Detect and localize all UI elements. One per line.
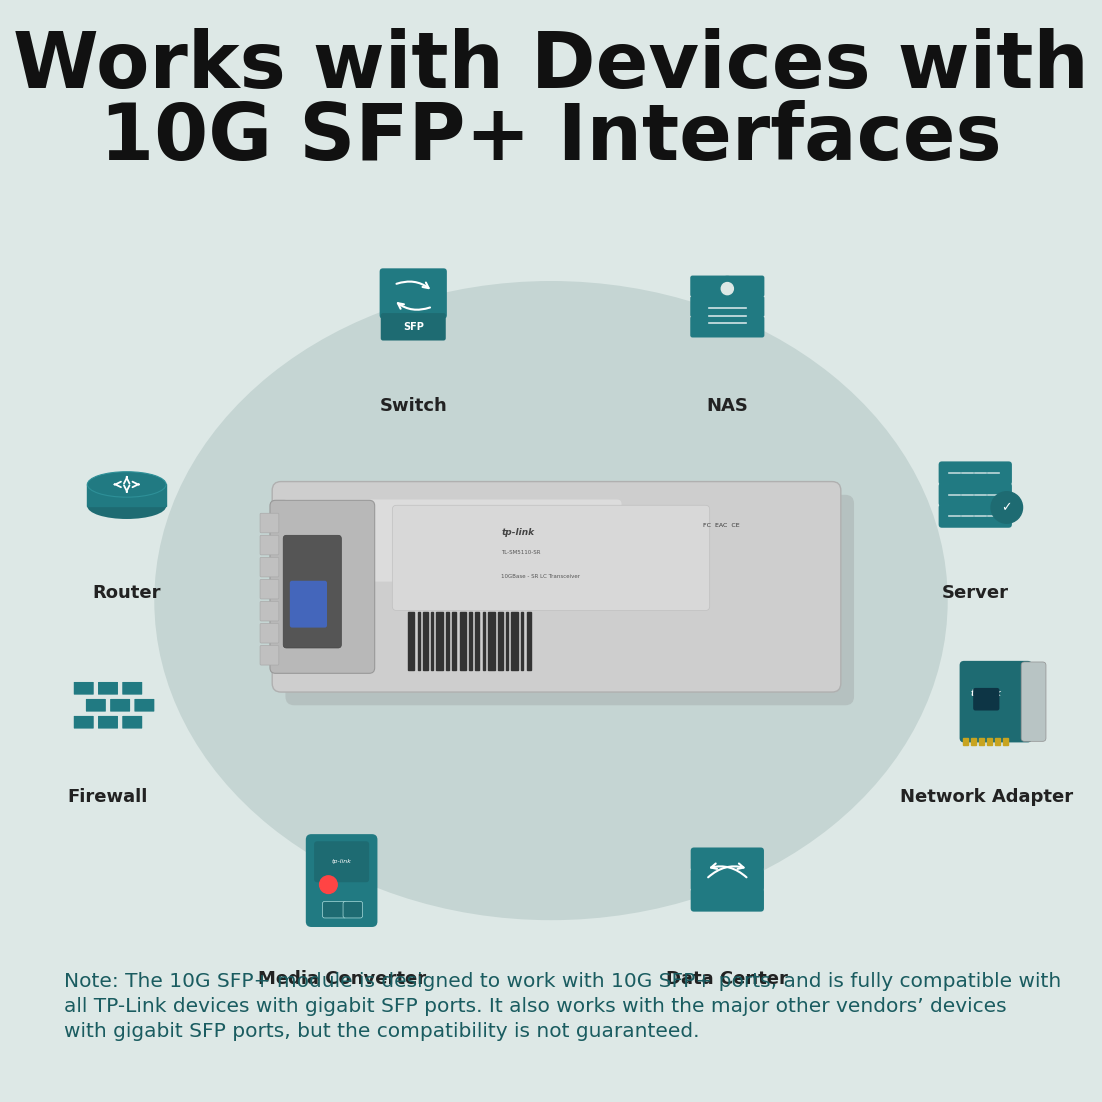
Text: 10G SFP+ Interfaces: 10G SFP+ Interfaces bbox=[100, 100, 1002, 175]
Bar bbox=[498, 613, 503, 670]
Text: TL-SM5110-SR: TL-SM5110-SR bbox=[501, 550, 541, 554]
Bar bbox=[971, 738, 976, 745]
Text: SFP: SFP bbox=[403, 322, 423, 332]
Bar bbox=[483, 613, 485, 670]
FancyBboxPatch shape bbox=[285, 495, 854, 705]
FancyBboxPatch shape bbox=[270, 500, 375, 673]
FancyBboxPatch shape bbox=[109, 698, 131, 713]
Bar bbox=[979, 738, 984, 745]
Text: Network Adapter: Network Adapter bbox=[899, 788, 1073, 806]
Text: tp-link: tp-link bbox=[332, 860, 352, 864]
FancyBboxPatch shape bbox=[323, 901, 346, 918]
FancyBboxPatch shape bbox=[392, 505, 710, 611]
FancyBboxPatch shape bbox=[379, 269, 447, 318]
Bar bbox=[418, 613, 420, 670]
Circle shape bbox=[715, 277, 739, 301]
Bar bbox=[423, 613, 428, 670]
Bar bbox=[506, 613, 508, 670]
FancyBboxPatch shape bbox=[97, 681, 119, 695]
Text: tp-link: tp-link bbox=[971, 689, 1002, 698]
Bar bbox=[987, 738, 992, 745]
FancyBboxPatch shape bbox=[939, 483, 1012, 507]
FancyBboxPatch shape bbox=[282, 499, 622, 582]
FancyBboxPatch shape bbox=[260, 514, 279, 533]
Text: Note: The 10G SFP+ module is designed to work with 10G SFP+ ports, and is fully : Note: The 10G SFP+ module is designed to… bbox=[64, 972, 1061, 1041]
FancyBboxPatch shape bbox=[260, 580, 279, 599]
Bar bbox=[408, 613, 414, 670]
FancyBboxPatch shape bbox=[260, 646, 279, 665]
Text: Media Converter: Media Converter bbox=[258, 970, 425, 987]
FancyBboxPatch shape bbox=[97, 715, 119, 730]
Ellipse shape bbox=[87, 494, 166, 519]
FancyBboxPatch shape bbox=[305, 834, 377, 927]
Text: Server: Server bbox=[942, 584, 1008, 602]
Text: tp-link: tp-link bbox=[501, 528, 534, 538]
Circle shape bbox=[320, 876, 337, 894]
FancyBboxPatch shape bbox=[73, 715, 95, 730]
FancyBboxPatch shape bbox=[1022, 662, 1046, 742]
FancyBboxPatch shape bbox=[133, 698, 155, 713]
FancyBboxPatch shape bbox=[314, 841, 369, 883]
Bar bbox=[452, 613, 456, 670]
Text: 10GBase - SR LC Transceiver: 10GBase - SR LC Transceiver bbox=[501, 574, 581, 579]
FancyBboxPatch shape bbox=[690, 276, 765, 296]
Text: Router: Router bbox=[93, 584, 161, 602]
Text: NAS: NAS bbox=[706, 397, 748, 414]
Bar bbox=[460, 613, 466, 670]
Bar bbox=[488, 613, 495, 670]
Text: Switch: Switch bbox=[379, 397, 447, 414]
FancyBboxPatch shape bbox=[260, 624, 279, 642]
Bar bbox=[469, 613, 472, 670]
Bar bbox=[475, 613, 479, 670]
Bar bbox=[963, 738, 968, 745]
Text: Firewall: Firewall bbox=[68, 788, 148, 806]
FancyBboxPatch shape bbox=[73, 681, 95, 695]
FancyBboxPatch shape bbox=[939, 462, 1012, 485]
FancyBboxPatch shape bbox=[290, 581, 327, 628]
FancyBboxPatch shape bbox=[283, 536, 342, 648]
FancyBboxPatch shape bbox=[260, 558, 279, 577]
FancyBboxPatch shape bbox=[691, 847, 764, 871]
FancyBboxPatch shape bbox=[690, 316, 765, 337]
Circle shape bbox=[721, 282, 734, 294]
Text: FC  EAC  CE: FC EAC CE bbox=[703, 522, 741, 528]
FancyBboxPatch shape bbox=[939, 505, 1012, 528]
Bar bbox=[521, 613, 523, 670]
Bar bbox=[436, 613, 443, 670]
FancyBboxPatch shape bbox=[260, 536, 279, 555]
FancyBboxPatch shape bbox=[691, 888, 764, 911]
FancyBboxPatch shape bbox=[973, 688, 1000, 711]
FancyBboxPatch shape bbox=[260, 602, 279, 622]
FancyBboxPatch shape bbox=[121, 715, 143, 730]
FancyBboxPatch shape bbox=[690, 295, 765, 317]
FancyBboxPatch shape bbox=[343, 901, 363, 918]
Bar bbox=[87, 485, 166, 506]
Bar bbox=[1003, 738, 1007, 745]
Ellipse shape bbox=[154, 281, 948, 920]
Bar bbox=[995, 738, 1000, 745]
Text: Data Center: Data Center bbox=[667, 970, 788, 987]
FancyBboxPatch shape bbox=[121, 681, 143, 695]
FancyBboxPatch shape bbox=[272, 482, 841, 692]
Bar bbox=[511, 613, 518, 670]
Ellipse shape bbox=[87, 472, 166, 497]
Bar bbox=[527, 613, 531, 670]
Bar bbox=[446, 613, 449, 670]
FancyBboxPatch shape bbox=[691, 867, 764, 892]
FancyBboxPatch shape bbox=[960, 661, 1033, 743]
FancyBboxPatch shape bbox=[85, 698, 107, 713]
Bar bbox=[431, 613, 433, 670]
Circle shape bbox=[991, 491, 1023, 523]
Text: ✓: ✓ bbox=[1002, 501, 1012, 514]
FancyBboxPatch shape bbox=[381, 313, 445, 341]
Text: Works with Devices with: Works with Devices with bbox=[13, 29, 1089, 104]
